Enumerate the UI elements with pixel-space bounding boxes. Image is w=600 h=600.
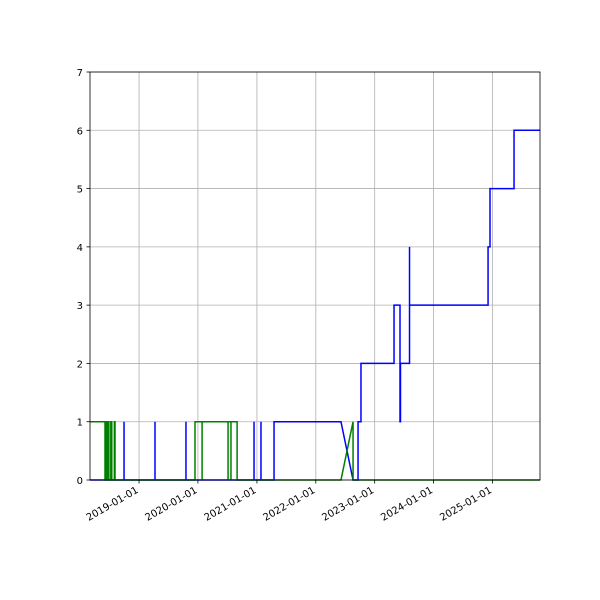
y-tick-label: 5: [77, 185, 83, 196]
series-line-2: [90, 420, 540, 481]
plot-frame: [89, 71, 541, 481]
x-tick-label: 2023-01-01: [320, 485, 376, 524]
y-tick-label: 0: [77, 476, 83, 487]
y-tick-label: 6: [77, 126, 83, 137]
x-tick-label: 2021-01-01: [203, 485, 259, 524]
y-tick-label: 4: [77, 243, 83, 254]
x-tick-label: 2024-01-01: [379, 485, 435, 524]
x-tick-label: 2019-01-01: [85, 485, 141, 524]
y-tick-label: 3: [77, 301, 83, 312]
x-tick-label: 2025-01-01: [438, 485, 494, 524]
y-tick-label: 2: [77, 359, 83, 370]
x-tick-label: 2020-01-01: [144, 485, 200, 524]
grid: [90, 71, 540, 481]
y-tick-label: 1: [77, 418, 83, 429]
y-tick-label: 7: [77, 68, 83, 79]
x-tick-label: 2022-01-01: [261, 485, 317, 524]
